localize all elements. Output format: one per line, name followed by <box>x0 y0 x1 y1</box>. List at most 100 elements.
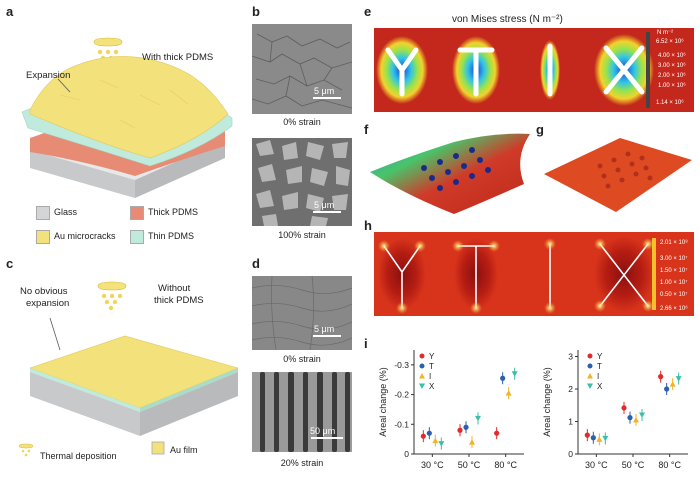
legend-marker-y <box>587 353 593 359</box>
legend-marker-x <box>587 383 593 389</box>
e-tick-2: 3.00 × 10⁶ <box>658 63 686 69</box>
scale-bar-b1 <box>313 97 341 99</box>
legend-thermal-deposition: Thermal deposition <box>40 451 117 461</box>
sem-image-b-0pct <box>252 24 352 114</box>
panel-label-a: a <box>6 4 14 19</box>
sem-image-b-100pct <box>252 138 352 226</box>
panel-label-h: h <box>364 218 372 233</box>
stress-map-h <box>374 232 694 316</box>
legend-marker-i <box>419 373 425 379</box>
caption-b2: 100% strain <box>278 230 326 240</box>
data-point-i <box>596 436 603 442</box>
legend-au-microcracks: Au microcracks <box>54 231 116 241</box>
panel-label-f: f <box>364 122 369 137</box>
y-tick-label: 1 <box>568 417 573 427</box>
legend-marker-i <box>587 373 593 379</box>
data-point-x <box>511 371 518 377</box>
data-point-x <box>438 441 445 447</box>
x-tick-label: 80 °C <box>658 460 681 470</box>
legend-label-t: T <box>429 362 434 371</box>
legend-thick-pdms: Thick PDMS <box>148 207 199 217</box>
legend-marker-t <box>587 363 593 369</box>
thermal-source-icon <box>97 281 127 311</box>
data-point-y <box>658 374 664 380</box>
y-tick-label: 3 <box>568 352 573 362</box>
legend-thin-pdms: Thin PDMS <box>148 231 195 241</box>
e-tick-3: 2.00 × 10⁶ <box>658 73 686 79</box>
data-point-y <box>457 427 463 433</box>
data-point-t <box>590 435 596 441</box>
data-point-i <box>633 416 639 423</box>
sem-image-d-20pct <box>252 372 352 452</box>
y-tick-label: -0.2 <box>394 390 409 400</box>
expansion-label: Expansion <box>26 70 71 81</box>
panel-c-schematic <box>18 281 239 457</box>
y-axis-label: Areal change (%) <box>542 367 552 437</box>
y-tick-label: -0.1 <box>394 419 409 429</box>
h-tick-3: 1.00 × 10⁷ <box>660 280 688 286</box>
sem-image-d-0pct <box>252 276 352 350</box>
data-point-i <box>505 390 512 396</box>
data-point-x <box>475 415 481 422</box>
e-tick-1: 4.00 × 10⁶ <box>658 53 686 59</box>
stress-map-e <box>374 28 694 112</box>
legend-label-i: I <box>429 372 431 381</box>
deformation-map-f <box>370 133 530 214</box>
e-tick-0: 6.52 × 10⁶ <box>656 39 684 45</box>
caption-d1: 0% strain <box>283 354 321 364</box>
data-point-i <box>669 381 676 387</box>
legend-label-x: X <box>429 382 435 391</box>
x-tick-label: 30 °C <box>585 460 608 470</box>
data-point-t <box>500 375 506 381</box>
y-tick-label: 2 <box>568 384 573 394</box>
chart-areal-change-left: 0 -0.1 -0.2 -0.3 Areal change (%) 30 °C 50 °C 8… <box>378 350 524 470</box>
panel-label-d: d <box>252 256 260 271</box>
legend-swatch-thin-pdms <box>130 230 144 244</box>
x-tick-label: 50 °C <box>622 460 645 470</box>
caption-d2: 20% strain <box>280 458 324 468</box>
scale-label-d1: 5 μm <box>314 324 335 334</box>
panel-label-b: b <box>252 4 260 19</box>
scale-bar-d2 <box>311 437 343 439</box>
legend-label-y: Y <box>429 352 435 361</box>
h-tick-2: 1.50 × 10⁷ <box>660 268 688 274</box>
h-tick-5: 2.66 × 10⁶ <box>660 306 688 312</box>
scale-bar-b2 <box>313 211 341 213</box>
panel-a-schematic <box>21 37 233 198</box>
data-point-y <box>494 430 500 436</box>
h-tick-0: 2.01 × 10⁸ <box>660 240 688 246</box>
legend-label-y: Y <box>597 352 603 361</box>
e-tick-5: 1.14 × 10⁶ <box>656 100 684 106</box>
legend-glass: Glass <box>54 207 78 217</box>
h-tick-1: 3.00 × 10⁷ <box>660 256 688 262</box>
legend-label-x: X <box>597 382 603 391</box>
panel-label-e: e <box>364 4 372 19</box>
y-tick-label: 0 <box>568 449 573 459</box>
caption-b1: 0% strain <box>283 117 321 127</box>
scale-label-d2: 50 μm <box>310 426 336 436</box>
legend-swatch-glass <box>36 206 50 220</box>
data-point-x <box>639 412 645 418</box>
data-point-x <box>675 376 682 382</box>
legend-marker-t <box>419 363 425 369</box>
x-tick-label: 30 °C <box>421 460 444 470</box>
data-point-y <box>621 405 627 411</box>
y-axis-label: Areal change (%) <box>378 367 388 437</box>
y-tick-label: 0 <box>404 449 409 459</box>
legend-label-i: I <box>597 372 599 381</box>
data-point-t <box>426 430 432 436</box>
legend-swatch-au-microcracks <box>36 230 50 244</box>
legend-au-film: Au film <box>170 445 198 455</box>
legend-swatch-thick-pdms <box>130 206 144 220</box>
y-tick-label: -0.3 <box>394 360 409 370</box>
panel-e-title: von Mises stress (N m⁻²) <box>452 14 563 25</box>
data-point-t <box>463 424 469 430</box>
h-tick-4: 0.50 × 10⁷ <box>660 292 688 298</box>
e-unit-label: N m⁻² <box>657 30 674 36</box>
data-point-t <box>627 415 633 421</box>
panel-label-g: g <box>536 122 544 137</box>
without-label-1: Without <box>158 283 191 294</box>
without-label-2: thick PDMS <box>154 295 204 306</box>
panel-label-c: c <box>6 256 14 271</box>
scale-label-b1: 5 μm <box>314 86 335 96</box>
